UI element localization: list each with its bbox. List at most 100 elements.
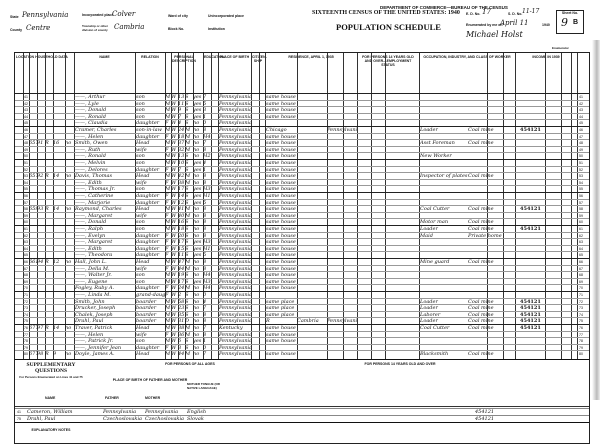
sex-cell: M [165,173,171,180]
ms-cell: M [185,212,191,219]
line-number-right: 42 [579,101,583,106]
line-number-right: 48 [579,141,583,146]
res-cell: same house [266,351,296,358]
line-number: 77 [24,332,28,337]
sex-cell: F [165,199,169,206]
school-cell: yes [193,239,202,246]
visit-cell: 677 [29,325,37,331]
race-cell: W [171,351,177,358]
ms-cell: M [185,146,191,153]
farm-cell: no [65,325,72,331]
grade-cell: 7 [203,305,207,312]
supp-code-cell: 454121 [475,416,495,422]
school-cell: no [193,292,200,298]
ms-cell: M [185,325,191,331]
table-row: 535365792R14noDavis, ThomasHeadMW42Mno8P… [15,172,589,180]
school-cell: no [193,127,200,133]
rel-cell: daughter [136,285,160,292]
race-cell: W [171,259,177,265]
supp-mother-cell: Czechoslovakia [145,416,185,422]
enumerated-label: Enumerated by me on [466,23,503,27]
line-number: 48 [24,141,28,146]
line-number: 79 [24,345,28,350]
ind-cell: Coal mine [468,206,494,213]
line-number: 43 [24,108,28,113]
value-cell: 12 [53,259,60,265]
occ-cell: Asst Foreman [420,140,455,147]
age-cell: 19 [178,272,185,279]
rel-cell: boarder [136,311,157,318]
department-heading: DEPARTMENT OF COMMERCE—BUREAU OF THE CEN… [380,5,508,10]
res-cell: same house [266,113,296,120]
ind-cell: Coal mine [468,318,494,325]
name-cell: Chalek, Joseph [75,311,113,318]
ms-cell: M [185,285,191,292]
sex-cell: M [165,160,171,166]
rel-cell: daughter [136,193,160,199]
supp-line-cell: 41 [17,410,21,414]
grade-cell: H3 [203,239,211,246]
rel-cell: daughter [136,252,160,259]
occ-cell: Mine guard [420,259,450,265]
birth-cell: Pennsylvania [219,127,251,133]
res-cell: R [266,318,270,325]
age-cell: 3 [178,344,182,351]
sex-cell: F [165,232,169,239]
supplementary-row: 75 Drahl, Paul Czechoslovakia Czechoslovaki… [15,415,589,423]
rel-cell: son [136,94,145,100]
res-cell: same house [266,206,296,213]
name-cell: ——, Marjorie [75,199,111,206]
rel-cell: wife [136,212,147,219]
column-header: PLACE OF BIRTH [219,53,250,94]
line-number: 76 [24,326,28,330]
school-cell: no [193,331,200,338]
ms-cell: M [185,140,191,147]
birth-cell: Pennsylvania [219,318,251,325]
res-state-cell: Pennsylvania [327,318,357,325]
birth-cell: Pennsylvania [219,351,251,358]
ind-cell: Coal mine [468,351,494,358]
sex-cell: F [165,133,169,140]
birth-cell: Kentucky [219,325,243,331]
res-cell: same house [266,219,296,226]
occ-cell: Loader [420,305,438,312]
line-number-right: 44 [579,114,583,119]
place-value: Colver [112,10,136,18]
occ-cell: Coal Cutter [420,325,450,331]
sex-cell: F [165,179,169,186]
name-cell: Smith, John [75,298,105,305]
line-number-right: 47 [579,134,583,139]
name-cell: ——, Eugene [75,278,108,285]
ms-cell: S [185,245,189,252]
school-cell: yes [193,199,202,206]
column-header: FOR PERSONS 14 YEARS OLD AND OVER—EMPLOY… [358,53,418,94]
grade-cell: H4 [203,133,211,140]
race-cell: W [171,186,177,193]
sex-cell: M [165,272,171,279]
supp-14-over-header: FOR PERSONS 14 YEARS OLD AND OVER [364,362,436,366]
birth-cell: Pennsylvania [219,120,251,127]
grade-cell: 0 [203,120,207,127]
ms-cell: S [185,344,189,351]
res-cell: same house [266,325,296,331]
age-cell: 44 [178,265,185,272]
hh-cell: 91 [37,140,44,147]
grade-cell: 8 [203,127,207,133]
birth-cell: Pennsylvania [219,285,251,292]
age-cell: 18 [178,133,185,140]
table-row: 585865993R14noRaymond, CharlesHeadMW41Mn… [15,205,589,213]
age-cell: 24 [178,285,185,292]
county-value: Centre [26,24,51,32]
value-cell: 14 [53,173,60,180]
place-label: Incorporated place [82,13,114,17]
ms-cell: S [185,186,189,193]
birth-cell: Pennsylvania [219,265,251,272]
age-cell: 7 [178,113,182,120]
birth-cell: Pennsylvania [219,292,251,298]
sex-cell: F [165,193,169,199]
line-number-right: 73 [579,306,583,311]
